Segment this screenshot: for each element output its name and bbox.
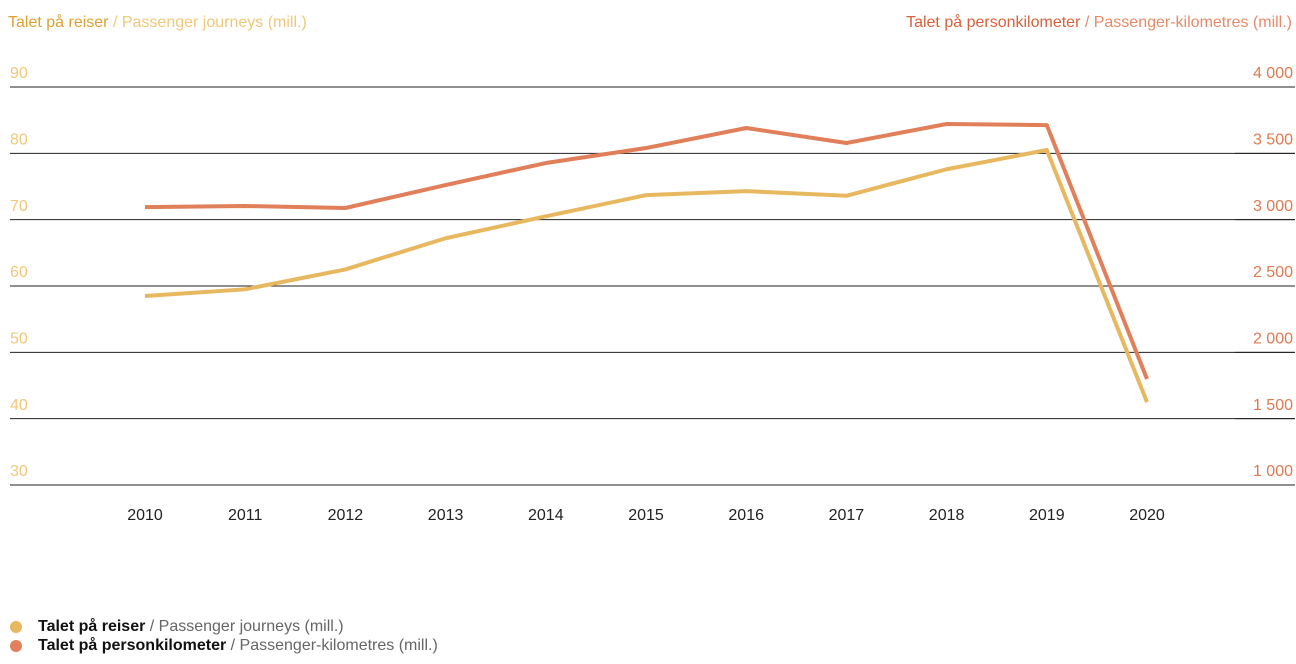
x-tick-label: 2015	[628, 507, 664, 524]
y2-tick-label: 3 000	[1253, 198, 1293, 215]
y2-tick-label: 2 500	[1253, 264, 1293, 281]
y-tick-label: 80	[10, 132, 28, 149]
x-tick-label: 2019	[1029, 507, 1065, 524]
x-tick-label: 2016	[728, 507, 764, 524]
y-axis-title: Talet på reiser / Passenger journeys (mi…	[8, 13, 307, 31]
x-tick-label: 2018	[929, 507, 965, 524]
y-tick-label: 70	[10, 198, 28, 215]
y2-axis-title: Talet på personkilometer / Passenger-kil…	[906, 13, 1292, 31]
x-tick-label: 2012	[328, 507, 364, 524]
y-axis-title-sub: / Passenger journeys (mill.)	[113, 14, 307, 31]
legend-name-sub: / Passenger journeys (mill.)	[150, 618, 344, 635]
y-tick-label: 60	[10, 264, 28, 281]
x-tick-label: 2014	[528, 507, 564, 524]
y2-tick-label: 3 500	[1253, 132, 1293, 149]
series-line	[144, 122, 1149, 380]
legend-name: Talet på personkilometer	[38, 636, 226, 654]
x-tick-label: 2017	[829, 507, 865, 524]
y-tick-label: 50	[10, 331, 28, 348]
x-tick-label: 2013	[428, 507, 464, 524]
legend-entry: Talet på reiser / Passenger journeys (mi…	[38, 617, 344, 635]
legend-marker	[10, 640, 22, 652]
y2-tick-label: 2 000	[1253, 331, 1293, 348]
y2-axis-title-main: Talet på personkilometer	[906, 13, 1081, 31]
x-tick-label: 2020	[1129, 507, 1165, 524]
y2-tick-label: 1 500	[1253, 397, 1293, 414]
legend-name: Talet på reiser	[38, 617, 145, 635]
y-tick-label: 40	[10, 397, 28, 414]
legend-name-sub: / Passenger-kilometres (mill.)	[231, 637, 438, 654]
y-tick-label: 30	[10, 463, 28, 480]
y2-tick-label: 4 000	[1253, 65, 1293, 82]
x-tick-label: 2011	[228, 507, 263, 524]
legend-entry: Talet på personkilometer / Passenger-kil…	[38, 636, 438, 654]
y-axis-title-main: Talet på reiser	[8, 13, 109, 31]
x-tick-label: 2010	[127, 507, 163, 524]
y2-tick-label: 1 000	[1253, 463, 1293, 480]
y-tick-label: 90	[10, 65, 28, 82]
legend-marker	[10, 621, 22, 633]
y2-axis-title-sub: / Passenger-kilometres (mill.)	[1085, 14, 1292, 31]
series-line	[144, 148, 1149, 403]
